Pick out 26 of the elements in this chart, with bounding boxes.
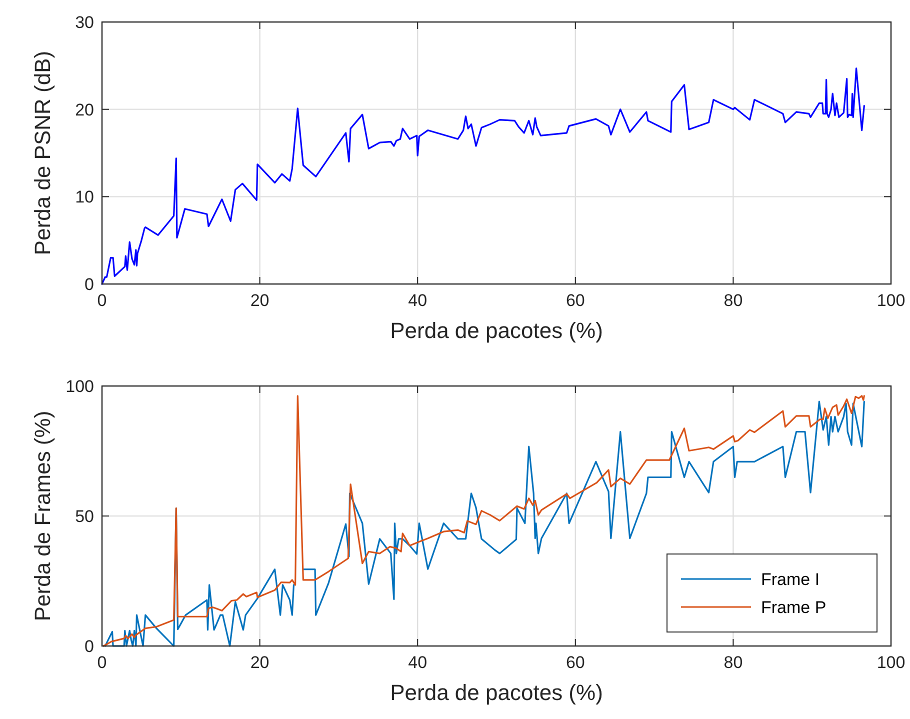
x-tick-label: 60 xyxy=(566,653,585,672)
x-tick-label: 40 xyxy=(408,653,428,672)
x-tick-label: 0 xyxy=(97,291,107,310)
y-tick-label: 10 xyxy=(75,188,94,207)
y-tick-label: 100 xyxy=(66,376,94,396)
x-tick-label: 100 xyxy=(876,653,906,672)
x-tick-label: 80 xyxy=(724,291,743,310)
y-tick-label: 0 xyxy=(84,274,94,294)
x-tick-label: 80 xyxy=(724,653,743,672)
x-tick-label: 0 xyxy=(97,653,107,672)
x-axis-title: Perda de pacotes (%) xyxy=(390,680,603,705)
y-tick-label: 50 xyxy=(75,506,94,526)
y-tick-label: 0 xyxy=(84,636,94,656)
legend-label: Frame I xyxy=(761,570,820,589)
y-axis-title: Perda de Frames (%) xyxy=(30,410,55,622)
x-tick-label: 20 xyxy=(250,291,270,310)
x-tick-label: 100 xyxy=(876,291,906,310)
y-tick-label: 20 xyxy=(75,100,94,120)
legend-label: Frame P xyxy=(761,598,826,617)
y-tick-label: 30 xyxy=(75,12,94,32)
x-tick-label: 60 xyxy=(566,291,585,310)
x-tick-label: 40 xyxy=(408,291,428,310)
y-axis-title: Perda de PSNR (dB) xyxy=(30,50,55,256)
x-axis-title: Perda de pacotes (%) xyxy=(390,318,603,343)
line-series xyxy=(101,67,865,285)
x-tick-label: 20 xyxy=(250,653,270,672)
